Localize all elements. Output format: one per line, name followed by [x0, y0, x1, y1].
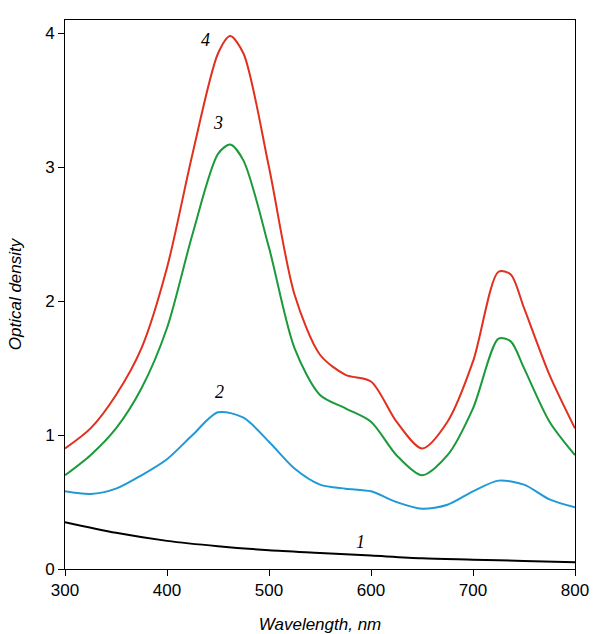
svg-text:Wavelength, nm: Wavelength, nm	[259, 615, 382, 634]
svg-text:0: 0	[45, 560, 54, 579]
svg-text:3: 3	[45, 158, 54, 177]
svg-text:600: 600	[357, 581, 385, 600]
svg-text:2: 2	[215, 382, 224, 402]
svg-text:1: 1	[356, 532, 365, 552]
svg-text:300: 300	[51, 581, 79, 600]
svg-text:700: 700	[459, 581, 487, 600]
svg-text:800: 800	[561, 581, 589, 600]
svg-text:Optical density: Optical density	[6, 237, 25, 350]
svg-text:500: 500	[255, 581, 283, 600]
svg-text:1: 1	[45, 426, 54, 445]
svg-text:3: 3	[213, 113, 223, 133]
svg-text:400: 400	[153, 581, 181, 600]
svg-text:4: 4	[201, 30, 210, 50]
svg-text:2: 2	[45, 292, 54, 311]
svg-text:4: 4	[45, 24, 54, 43]
